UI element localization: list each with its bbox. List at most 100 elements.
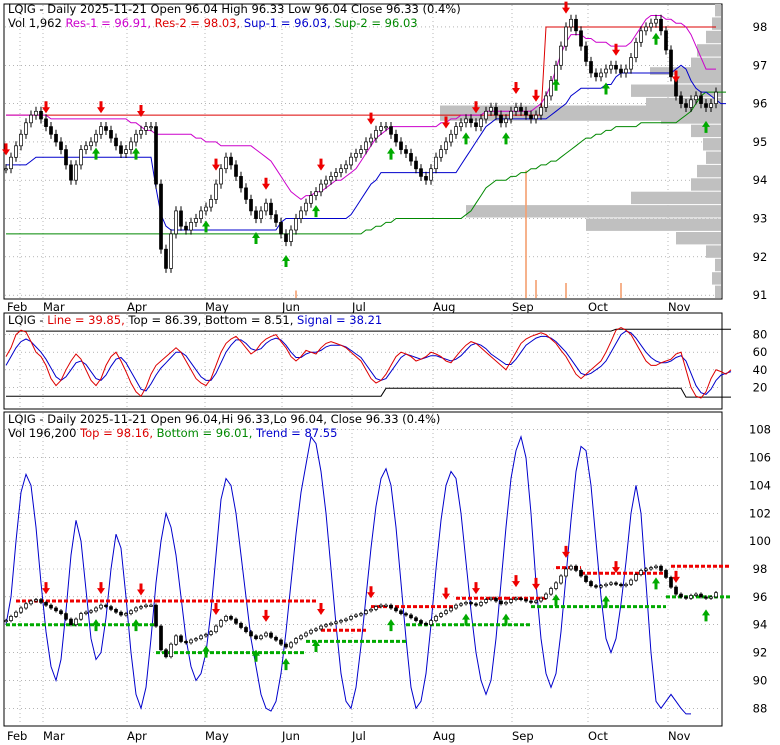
trend-price-bar: [14, 611, 18, 617]
trend-price-bar: [664, 570, 668, 578]
trend-price-bar: [299, 635, 303, 640]
header-segment: Sup-2 = 96.03: [334, 16, 417, 30]
buy-arrow: [132, 619, 140, 632]
trend-y-tick: 96: [753, 590, 768, 604]
volume-profile-bar: [706, 151, 721, 164]
price-bar: [49, 126, 53, 135]
trend-price-bar: [484, 599, 488, 603]
price-bar: [604, 68, 608, 74]
trend-price-bar: [599, 585, 603, 588]
trend-price-bar: [64, 613, 68, 620]
price-header-line-2: Vol 1,962 Res-1 = 96.91, Res-2 = 98.03, …: [8, 16, 418, 30]
trend-price-bar: [79, 613, 83, 620]
trend-price-bar: [624, 583, 628, 587]
price-bar: [29, 114, 33, 124]
trend-price-bar: [54, 607, 58, 612]
trend-y-tick: 94: [753, 618, 768, 632]
buy-arrow: [552, 78, 560, 91]
sell-arrow: [672, 70, 680, 83]
trend-price-bar: [324, 624, 328, 627]
price-bar: [424, 176, 428, 181]
trend-price-bar: [19, 607, 23, 613]
sell-arrow: [97, 582, 105, 595]
trend-price-bar: [699, 593, 703, 598]
price-bar: [124, 149, 128, 154]
trend-price-bar: [279, 639, 283, 645]
price-bar: [14, 145, 18, 158]
trend-price-bar: [44, 602, 48, 606]
header-segment: Bottom = 8.51,: [205, 313, 297, 327]
price-bar: [279, 222, 283, 235]
price-bar: [634, 41, 638, 58]
price-bar: [564, 26, 568, 47]
price-bar: [549, 80, 553, 97]
buy-arrow: [502, 613, 510, 626]
price-bar: [354, 153, 358, 158]
month-label: Jun: [281, 300, 300, 314]
trend-price-bar: [294, 638, 298, 644]
stochastic-gridlines: [5, 314, 721, 408]
stochastic-y-tick: 40: [753, 363, 768, 377]
trend-price-bar: [634, 574, 638, 581]
sell-arrow: [612, 43, 620, 56]
month-label: Oct: [588, 729, 608, 743]
trend-price-bar: [424, 622, 428, 626]
header-segment: Res-1 = 96.91,: [65, 16, 154, 30]
price-bar: [689, 99, 693, 108]
trend-price-bar: [559, 575, 563, 584]
trend-price-bar: [379, 604, 383, 607]
price-bar: [184, 225, 188, 231]
price-bar: [329, 176, 333, 181]
price-bar: [514, 107, 518, 112]
price-bar: [134, 133, 138, 143]
price-bar: [464, 118, 468, 124]
price-bar: [159, 183, 163, 250]
volume-profile-bar: [715, 258, 721, 272]
trend-price-bar: [684, 596, 688, 599]
trend-price-bar: [564, 568, 568, 577]
buy-arrow: [552, 594, 560, 607]
stochastic-bottom-line: [6, 387, 731, 398]
price-bar: [4, 168, 8, 171]
price-panel: 98 97 96 95 94 93 92 91 Feb Mar Apr May Jun Jul Aug Se…: [2, 1, 768, 314]
price-bar: [619, 68, 623, 74]
price-bar: [449, 133, 453, 143]
trend-price-bar: [214, 625, 218, 633]
price-bar: [569, 18, 573, 28]
price-bar: [294, 218, 298, 231]
price-bar: [19, 133, 23, 147]
buy-arrow: [92, 619, 100, 632]
trend-price-bar: [259, 635, 263, 640]
price-bar: [114, 137, 118, 147]
price-y-tick: 91: [753, 288, 768, 302]
trend-gridlines: [5, 413, 721, 725]
trend-price-bar: [409, 614, 413, 619]
price-y-tick: 95: [753, 135, 768, 149]
trend-price-bar: [394, 607, 398, 612]
header-segment: Res-2 = 98.03,: [155, 16, 244, 30]
price-bar: [694, 95, 698, 101]
trend-price-bar: [94, 607, 98, 612]
price-bar: [339, 168, 343, 173]
price-bar: [144, 126, 148, 131]
volume-profile-bar: [691, 57, 721, 70]
trend-y-tick: 92: [753, 646, 768, 660]
trend-price-bar: [534, 600, 538, 603]
price-y-tick: 94: [753, 173, 768, 187]
price-bar: [434, 156, 438, 170]
trend-price-bar: [229, 616, 233, 620]
trend-price-bar: [639, 570, 643, 575]
month-label: Aug: [433, 729, 455, 743]
price-bar: [314, 191, 318, 196]
trend-price-bar: [209, 631, 213, 635]
trend-line: [5, 434, 691, 715]
header-segment: LQIG -: [8, 313, 47, 327]
trend-price-bar: [389, 604, 393, 609]
header-segment: Line = 39.85,: [47, 313, 128, 327]
header-segment: LQIG - Daily 2025-11-21 Open 96.04 High …: [8, 2, 461, 16]
trend-price-bar: [184, 641, 188, 644]
sell-arrow: [512, 82, 520, 95]
sell-arrow: [367, 112, 375, 125]
month-label: Mar: [43, 729, 65, 743]
trend-price-bar: [434, 616, 438, 621]
